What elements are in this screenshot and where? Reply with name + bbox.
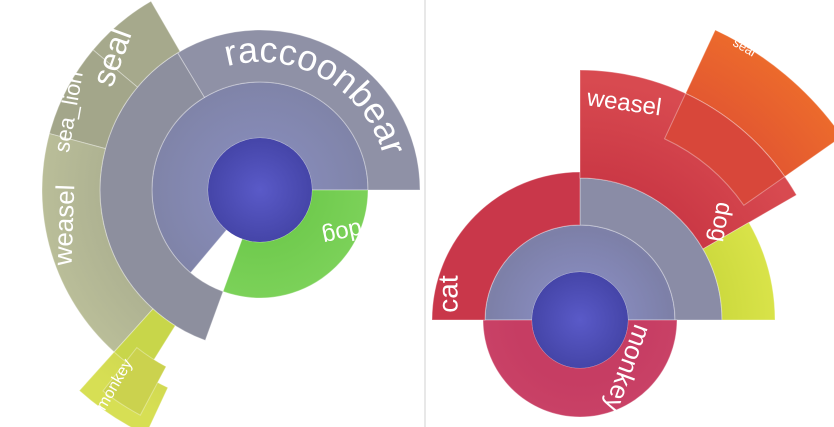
left-label-weasel: weasel: [47, 184, 80, 267]
left-cat-outer-arc: [102, 346, 167, 416]
right-dog-arc: [702, 221, 776, 321]
left-sea-lion-arc: [48, 49, 139, 150]
right-cat-arc: [431, 171, 581, 321]
left-seal-arc: [92, 0, 181, 88]
right-weasel-arc: [579, 69, 798, 250]
right-label-cat: cat: [432, 275, 463, 313]
left-center: [208, 138, 312, 242]
left-weasel-arc: [41, 132, 154, 353]
right-seal-inner-arc: [663, 92, 786, 206]
left-raccoonbear-arc: [176, 29, 421, 191]
right-center: [532, 272, 628, 368]
